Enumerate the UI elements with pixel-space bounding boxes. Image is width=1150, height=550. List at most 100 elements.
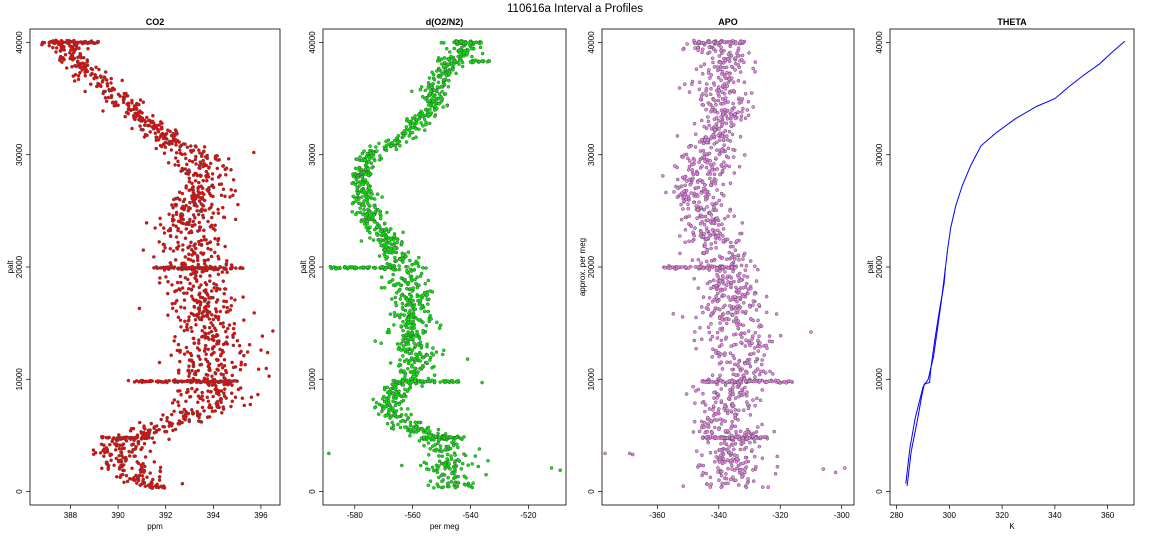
data-point	[138, 124, 142, 128]
data-point	[72, 50, 76, 55]
data-point	[719, 115, 723, 119]
y-tick-label: 20000	[875, 255, 884, 278]
data-point	[406, 271, 411, 276]
data-point	[128, 435, 132, 440]
data-point	[146, 483, 150, 488]
data-point	[78, 70, 82, 75]
data-point	[421, 355, 425, 360]
data-point	[161, 226, 166, 230]
data-point	[144, 221, 149, 225]
data-point	[378, 154, 382, 158]
data-point	[200, 390, 204, 395]
data-point	[172, 409, 176, 414]
data-point	[126, 111, 131, 116]
data-point	[361, 201, 366, 206]
data-point	[130, 98, 134, 103]
data-point	[756, 425, 760, 429]
data-point	[734, 478, 738, 483]
data-point	[195, 346, 200, 350]
data-point	[380, 231, 385, 236]
data-point	[132, 475, 136, 480]
data-point	[374, 400, 379, 405]
data-point	[739, 441, 743, 446]
data-point	[217, 182, 222, 187]
data-point	[746, 329, 751, 333]
data-point	[136, 442, 141, 446]
data-point	[189, 240, 193, 245]
data-point	[738, 447, 743, 452]
data-point	[394, 390, 398, 394]
data-point	[404, 125, 409, 129]
data-point	[202, 289, 206, 293]
data-point	[362, 188, 366, 193]
data-point	[222, 387, 227, 391]
data-point	[193, 179, 198, 183]
data-point	[732, 453, 737, 457]
data-point	[329, 266, 334, 271]
data-point	[719, 78, 723, 83]
data-point	[117, 467, 122, 471]
data-point	[696, 208, 700, 212]
data-point	[408, 434, 412, 438]
data-point	[394, 259, 399, 263]
data-point	[715, 188, 719, 192]
data-point	[398, 425, 403, 430]
data-point	[98, 82, 102, 87]
data-point	[730, 443, 735, 447]
data-point	[738, 429, 743, 434]
data-point	[694, 346, 698, 351]
data-point	[715, 306, 720, 311]
data-point	[334, 267, 338, 271]
data-point	[702, 232, 707, 236]
data-point	[190, 386, 194, 391]
data-point	[181, 243, 185, 247]
data-point	[362, 208, 366, 212]
data-point	[434, 97, 439, 102]
data-point	[746, 477, 750, 481]
data-point	[733, 441, 738, 446]
data-point	[191, 336, 196, 341]
data-point	[161, 424, 165, 429]
data-point	[686, 194, 691, 199]
data-point	[718, 373, 722, 378]
data-point	[702, 250, 706, 255]
data-point	[425, 342, 429, 346]
data-point	[742, 153, 747, 157]
data-point	[414, 127, 418, 131]
x-tick-label: -340	[711, 511, 728, 520]
data-point	[694, 449, 699, 453]
data-point	[399, 293, 404, 298]
data-point	[445, 457, 449, 461]
data-point	[723, 287, 727, 291]
data-point	[754, 279, 759, 283]
data-point	[221, 325, 226, 329]
data-point	[729, 426, 733, 430]
data-point	[729, 240, 733, 245]
data-point	[207, 368, 212, 372]
data-point	[709, 419, 714, 423]
data-point	[738, 231, 742, 236]
data-point	[196, 306, 201, 311]
data-point	[722, 193, 726, 198]
data-point	[176, 389, 180, 393]
data-point	[148, 471, 152, 475]
data-point	[391, 391, 395, 396]
data-point	[370, 196, 374, 200]
data-point	[447, 484, 451, 489]
data-point	[716, 291, 720, 296]
data-point	[387, 390, 391, 394]
data-point	[456, 457, 460, 462]
data-point	[397, 362, 402, 367]
data-point	[366, 160, 371, 164]
data-point	[182, 407, 187, 412]
data-point	[748, 259, 753, 263]
data-point	[429, 89, 433, 93]
data-layer	[40, 38, 275, 490]
data-point	[114, 456, 119, 461]
data-point	[370, 165, 374, 170]
figure-title: 110616a Interval a Profiles	[507, 3, 643, 15]
data-point	[216, 358, 220, 362]
data-point	[382, 385, 387, 390]
data-point	[722, 92, 727, 96]
data-point	[392, 323, 396, 327]
